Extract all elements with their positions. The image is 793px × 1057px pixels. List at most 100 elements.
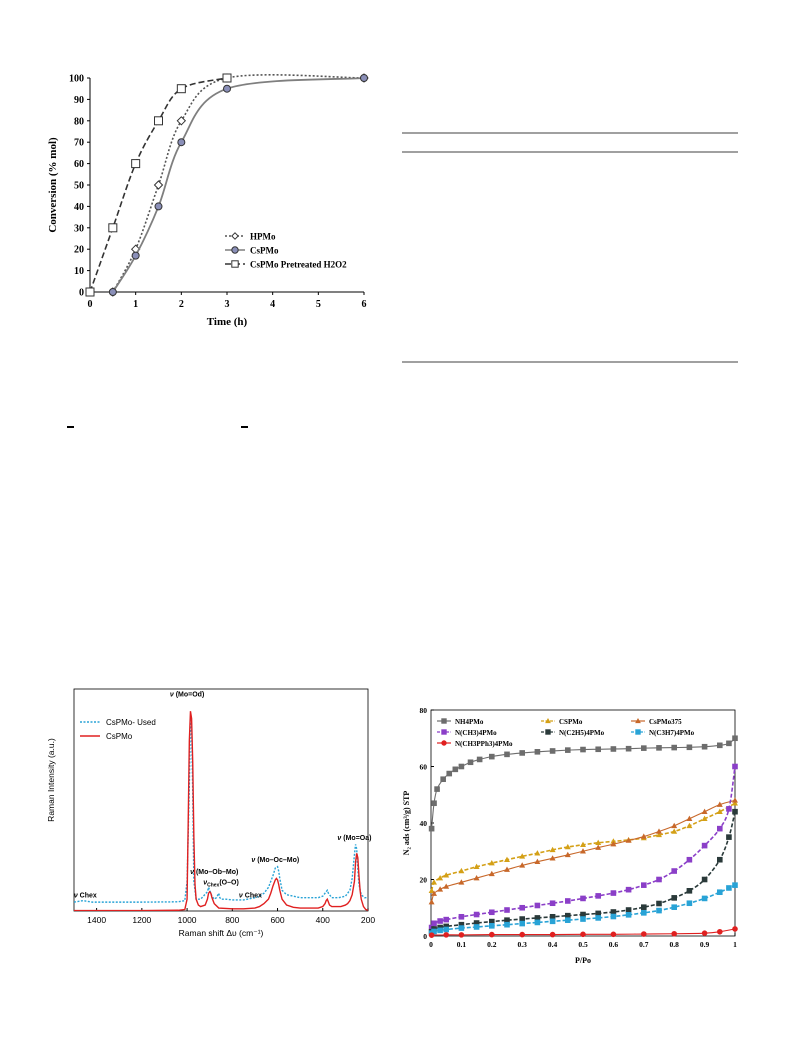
data-point [671, 822, 678, 829]
series-1 [108, 74, 368, 296]
data-point [641, 931, 647, 937]
data-point [488, 859, 495, 866]
y-tick-label: 90 [74, 95, 84, 106]
x-tick-label: 2 [179, 299, 184, 310]
x-tick-label: 0.8 [670, 940, 680, 949]
data-point [549, 931, 556, 938]
data-point [473, 911, 480, 918]
series-0 [74, 718, 368, 903]
x-tick-label: 4 [270, 299, 275, 310]
legend-marker [441, 740, 447, 746]
legend-label: CsPMo Pretreated H2O2 [250, 260, 347, 270]
data-point [686, 856, 693, 863]
x-tick-label: 200 [361, 915, 375, 925]
y-tick-label: 20 [74, 245, 84, 256]
y-axis-title: Raman Intensity (a.u.) [46, 738, 56, 822]
series-0 [428, 735, 738, 832]
data-point [641, 882, 647, 888]
x-tick-label: 0.7 [639, 940, 649, 949]
x-tick-label: 0.1 [457, 940, 467, 949]
y-tick-label: 20 [420, 876, 428, 885]
data-point [595, 910, 601, 917]
data-point [534, 850, 541, 856]
data-point [443, 872, 450, 878]
data-point [108, 223, 118, 233]
data-point [565, 747, 571, 753]
y-tick-label: 100 [69, 74, 84, 85]
data-point [473, 924, 480, 930]
data-point [437, 874, 444, 881]
data-point [85, 287, 95, 297]
series-3 [428, 763, 738, 931]
data-point [686, 744, 693, 751]
data-point [428, 887, 435, 894]
x-tick-label: 400 [316, 915, 330, 925]
data-point [176, 84, 186, 94]
data-point [595, 844, 602, 850]
data-point [717, 928, 723, 935]
data-point [686, 900, 693, 907]
data-point [656, 900, 662, 907]
data-point [610, 931, 617, 938]
data-point [732, 797, 738, 803]
data-point [434, 786, 440, 792]
stray-mark [67, 426, 74, 428]
data-point [701, 930, 708, 936]
x-tick-label: 0.4 [548, 940, 558, 949]
legend-label: NH4PMo [455, 718, 484, 726]
data-point [504, 866, 510, 872]
data-point [440, 776, 446, 783]
legend-label: CsPMo [106, 732, 133, 741]
data-point [701, 842, 708, 849]
data-point [717, 825, 723, 832]
data-point [549, 918, 556, 925]
series-line [74, 711, 368, 911]
legend-label: CsPMo- Used [106, 718, 156, 727]
x-axis-title: P/Po [575, 956, 591, 965]
legend-label: CsPMo375 [649, 718, 682, 726]
data-point [458, 867, 465, 874]
data-point [446, 770, 453, 777]
legend-marker [441, 729, 447, 735]
legend-label: CsPMo [250, 246, 279, 256]
data-point [153, 180, 164, 190]
data-point [565, 912, 571, 919]
plot-frame [73, 688, 369, 912]
data-point [717, 856, 723, 863]
data-point [580, 931, 586, 938]
y-tick-label: 0 [423, 932, 427, 941]
data-point [504, 907, 510, 913]
data-point [610, 841, 617, 847]
data-point [431, 920, 437, 927]
data-point [625, 912, 632, 918]
series-2 [85, 73, 232, 297]
data-point [467, 759, 474, 766]
data-point [625, 886, 632, 893]
data-point [504, 921, 510, 928]
data-point [549, 900, 556, 907]
x-tick-label: 0.3 [518, 940, 528, 949]
legend-label: N(CH3)4PMo [455, 729, 497, 737]
data-point [580, 895, 586, 902]
data-point [519, 931, 525, 938]
data-point [701, 895, 708, 902]
data-point [656, 876, 662, 883]
data-point [223, 84, 231, 93]
y-tick-label: 80 [420, 706, 428, 715]
data-point [428, 825, 435, 832]
data-point [437, 927, 443, 934]
data-point [565, 917, 571, 923]
data-point [580, 746, 586, 753]
data-point [452, 766, 459, 773]
y-tick-label: 40 [74, 202, 84, 213]
data-point [671, 904, 677, 910]
data-point [473, 863, 480, 870]
data-point [656, 831, 662, 838]
data-point [656, 828, 662, 834]
legend-label: HPMo [250, 232, 276, 242]
data-point [534, 915, 541, 921]
x-axis-title: Raman shift Δυ (cm⁻¹) [179, 928, 264, 938]
legend-marker [231, 246, 239, 254]
data-point [549, 846, 556, 853]
x-tick-label: 1 [733, 940, 737, 949]
